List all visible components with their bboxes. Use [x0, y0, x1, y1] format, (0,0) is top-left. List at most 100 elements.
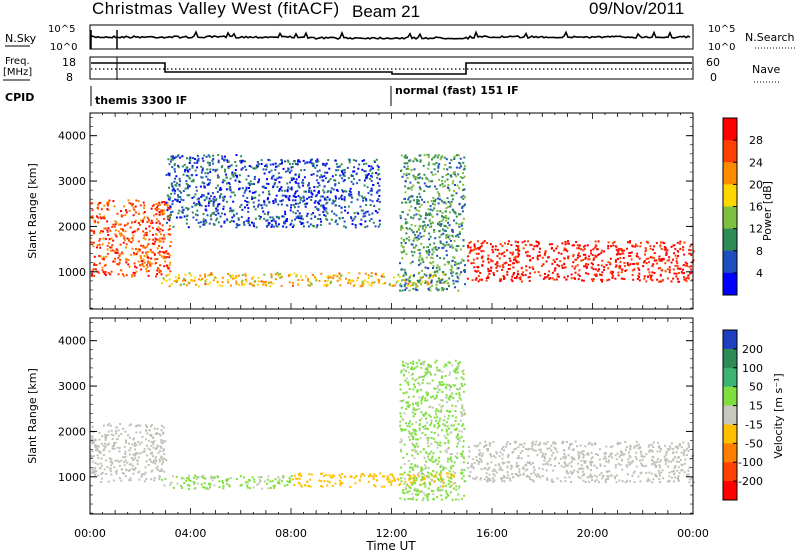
scatter-cell — [264, 280, 267, 283]
scatter-cell — [137, 471, 140, 474]
scatter-cell — [193, 158, 196, 160]
scatter-cell — [145, 478, 148, 480]
scatter-cell — [462, 183, 465, 186]
scatter-cell — [116, 212, 119, 215]
scatter-cell — [185, 182, 188, 185]
scatter-cell — [442, 423, 445, 426]
scatter-cell — [430, 279, 433, 282]
scatter-cell — [425, 427, 427, 430]
scatter-cell — [223, 221, 226, 224]
scatter-cell — [676, 447, 679, 450]
scatter-cell — [142, 212, 145, 215]
scatter-cell — [426, 496, 429, 499]
scatter-cell — [489, 453, 492, 455]
scatter-cell — [525, 475, 528, 478]
scatter-cell — [595, 273, 598, 276]
scatter-cell — [500, 253, 503, 256]
scatter-cell — [532, 480, 535, 483]
scatter-cell — [180, 210, 183, 213]
scatter-cell — [103, 215, 106, 218]
scatter-cell — [234, 179, 237, 182]
scatter-cell — [455, 215, 458, 218]
scatter-cell — [409, 262, 412, 265]
scatter-cell — [413, 237, 416, 240]
scatter-cell — [113, 260, 116, 263]
scatter-cell — [551, 262, 554, 265]
scatter-cell — [468, 242, 471, 244]
scatter-cell — [263, 212, 266, 215]
scatter-cell — [473, 248, 475, 251]
scatter-cell — [436, 280, 439, 283]
scatter-cell — [180, 216, 183, 219]
scatter-cell — [435, 287, 438, 290]
scatter-cell — [194, 487, 197, 489]
scatter-cell — [587, 453, 590, 456]
scatter-cell — [119, 223, 122, 226]
scatter-cell — [490, 266, 493, 269]
scatter-cell — [201, 169, 204, 172]
scatter-cell — [195, 203, 197, 206]
scatter-cell — [133, 444, 136, 447]
colorbar-swatch — [723, 206, 737, 230]
scatter-cell — [445, 158, 448, 161]
scatter-cell — [645, 280, 648, 283]
scatter-cell — [590, 278, 593, 281]
scatter-cell — [592, 268, 595, 271]
scatter-cell — [309, 478, 312, 481]
scatter-cell — [303, 203, 306, 206]
scatter-cell — [215, 210, 218, 213]
scatter-cell — [288, 281, 291, 284]
scatter-cell — [411, 492, 414, 495]
scatter-cell — [146, 260, 149, 263]
scatter-cell — [678, 471, 681, 474]
scatter-cell — [274, 220, 277, 223]
scatter-cell — [446, 260, 449, 263]
scatter-cell — [424, 371, 427, 374]
scatter-cell — [647, 268, 650, 271]
scatter-cell — [439, 240, 442, 243]
scatter-cell — [227, 167, 230, 170]
scatter-cell — [312, 273, 315, 276]
scatter-cell — [183, 482, 186, 484]
scatter-cell — [300, 217, 303, 220]
scatter-cell — [173, 280, 176, 282]
scatter-cell — [146, 221, 149, 224]
scatter-cell — [461, 405, 464, 408]
noise-search-label: N.Search — [745, 31, 795, 44]
scatter-cell — [91, 425, 94, 428]
scatter-cell — [252, 486, 255, 489]
scatter-cell — [452, 194, 455, 197]
scatter-cell — [461, 471, 464, 474]
scatter-cell — [419, 484, 422, 486]
scatter-cell — [155, 262, 157, 264]
scatter-cell — [445, 217, 448, 219]
scatter-cell — [128, 239, 131, 242]
scatter-cell — [413, 487, 416, 490]
scatter-cell — [165, 252, 168, 255]
scatter-cell — [440, 489, 443, 492]
scatter-cell — [162, 431, 165, 434]
scatter-cell — [106, 466, 109, 468]
scatter-cell — [394, 284, 396, 287]
scatter-cell — [591, 479, 593, 482]
scatter-cell — [433, 475, 435, 478]
scatter-cell — [405, 273, 408, 276]
scatter-cell — [447, 200, 450, 203]
scatter-cell — [91, 469, 94, 472]
scatter-cell — [236, 176, 239, 179]
scatter-cell — [652, 446, 655, 448]
scatter-cell — [251, 191, 254, 194]
scatter-cell — [450, 477, 453, 480]
scatter-cell — [457, 235, 460, 238]
scatter-cell — [582, 453, 585, 456]
scatter-cell — [217, 212, 220, 215]
scatter-cell — [324, 280, 327, 282]
scatter-cell — [325, 210, 328, 213]
scatter-cell — [110, 429, 113, 432]
scatter-cell — [241, 284, 244, 287]
scatter-cell — [683, 253, 686, 256]
scatter-cell — [323, 175, 326, 178]
scatter-cell — [144, 238, 147, 241]
scatter-cell — [493, 468, 496, 471]
scatter-cell — [127, 259, 130, 261]
